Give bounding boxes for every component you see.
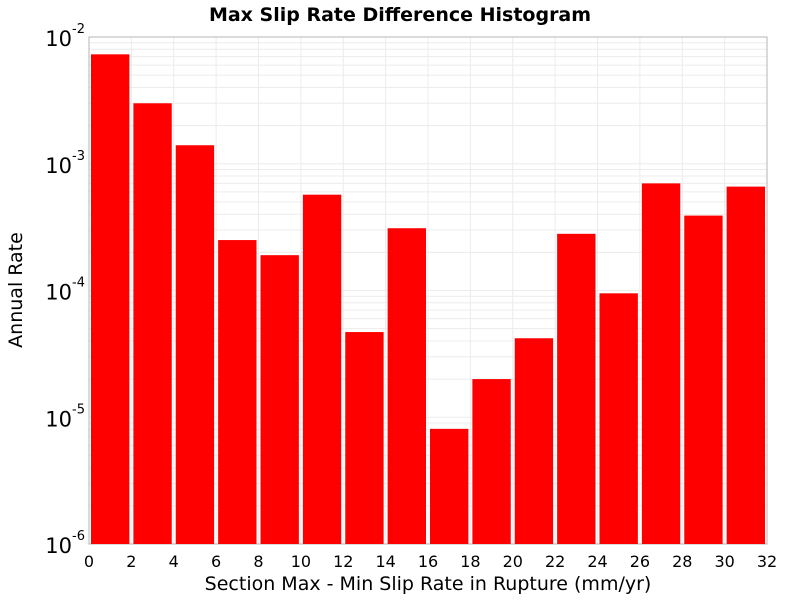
y-tick-base: 10 xyxy=(45,281,72,305)
x-tick-label: 0 xyxy=(84,552,94,571)
histogram-bar xyxy=(91,54,130,545)
x-tick-label: 32 xyxy=(757,552,777,571)
x-tick-label: 30 xyxy=(714,552,734,571)
histogram-bar xyxy=(430,428,469,544)
histogram-bar xyxy=(302,194,342,544)
histogram-bars xyxy=(91,54,765,545)
x-tick-label: 16 xyxy=(418,552,438,571)
histogram-bar xyxy=(472,379,511,544)
x-tick-label: 24 xyxy=(587,552,607,571)
histogram-bar xyxy=(175,145,215,544)
x-tick-label: 18 xyxy=(460,552,480,571)
histogram-bar xyxy=(726,186,765,544)
x-tick-labels: 0 2 4 6 8 10 12 14 16 18 20 22 24 26 28 30 32 xyxy=(84,552,777,571)
histogram-bar xyxy=(345,332,384,544)
plot-area-border xyxy=(88,36,768,545)
x-tick-label: 2 xyxy=(126,552,136,571)
x-tick-label: 22 xyxy=(545,552,565,571)
y-tick-exponent: -6 xyxy=(72,529,85,544)
y-tick-exponent: -3 xyxy=(72,149,85,164)
y-tick-base: 10 xyxy=(45,407,72,431)
y-axis-label: Annual Rate xyxy=(5,232,27,348)
y-tick-exponent: -2 xyxy=(72,22,85,37)
x-tick-label: 12 xyxy=(333,552,353,571)
histogram-bar xyxy=(641,183,681,544)
histogram-bar xyxy=(684,215,723,544)
chart-title: Max Slip Rate Difference Histogram xyxy=(209,4,591,26)
histogram-bar xyxy=(218,240,257,545)
x-tick-label: 8 xyxy=(253,552,263,571)
histogram-bar xyxy=(133,103,172,545)
y-tick-base: 10 xyxy=(45,534,72,558)
histogram-bar xyxy=(260,255,299,545)
x-tick-label: 6 xyxy=(211,552,221,571)
x-axis-label: Section Max - Min Slip Rate in Rupture (… xyxy=(205,573,652,595)
x-tick-label: 20 xyxy=(503,552,523,571)
y-tick-base: 10 xyxy=(45,154,72,178)
y-tick-exponent: -5 xyxy=(72,402,85,417)
histogram-bar xyxy=(387,228,426,544)
x-tick-label: 10 xyxy=(291,552,311,571)
y-tick-base: 10 xyxy=(45,27,72,51)
x-tick-label: 14 xyxy=(375,552,395,571)
histogram-bar xyxy=(514,338,554,544)
histogram-bar xyxy=(599,293,638,544)
x-tick-label: 28 xyxy=(672,552,692,571)
y-tick-exponent: -4 xyxy=(72,276,85,291)
x-tick-label: 26 xyxy=(630,552,650,571)
y-tick-labels: 10-210-310-410-510-6 xyxy=(45,22,85,558)
histogram-bar xyxy=(557,233,596,544)
x-tick-label: 4 xyxy=(169,552,179,571)
